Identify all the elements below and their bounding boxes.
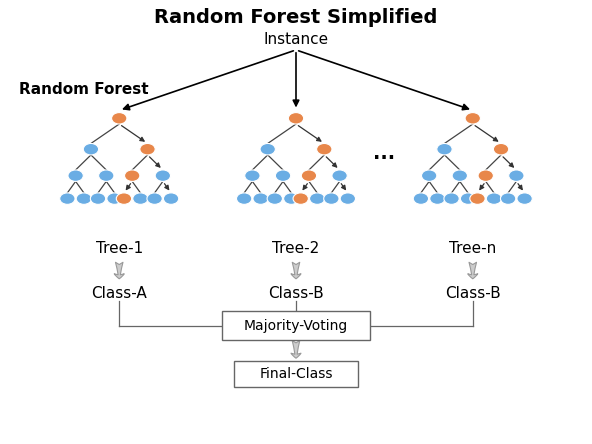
- Text: Instance: Instance: [263, 32, 329, 47]
- Circle shape: [430, 193, 445, 204]
- Circle shape: [155, 170, 170, 182]
- Circle shape: [140, 143, 155, 155]
- Circle shape: [413, 193, 429, 204]
- Circle shape: [284, 193, 299, 204]
- Circle shape: [310, 193, 325, 204]
- Circle shape: [478, 170, 493, 182]
- Circle shape: [293, 193, 308, 204]
- Circle shape: [133, 193, 148, 204]
- Circle shape: [509, 170, 524, 182]
- Circle shape: [500, 193, 516, 204]
- Text: Tree-2: Tree-2: [272, 241, 320, 256]
- Circle shape: [470, 193, 485, 204]
- Text: Class-B: Class-B: [268, 286, 324, 301]
- Text: ...: ...: [374, 144, 395, 163]
- Circle shape: [260, 143, 275, 155]
- Circle shape: [465, 113, 481, 124]
- Circle shape: [452, 170, 468, 182]
- Circle shape: [422, 170, 437, 182]
- Text: Class-A: Class-A: [91, 286, 147, 301]
- FancyBboxPatch shape: [234, 361, 358, 388]
- Circle shape: [444, 193, 459, 204]
- Circle shape: [163, 193, 179, 204]
- Circle shape: [60, 193, 75, 204]
- Text: Tree-1: Tree-1: [96, 241, 143, 256]
- Circle shape: [288, 113, 304, 124]
- Text: Tree-n: Tree-n: [449, 241, 496, 256]
- Circle shape: [253, 193, 268, 204]
- Circle shape: [267, 193, 282, 204]
- Circle shape: [99, 170, 114, 182]
- Circle shape: [147, 193, 162, 204]
- Circle shape: [340, 193, 356, 204]
- Text: Class-B: Class-B: [445, 286, 501, 301]
- Circle shape: [91, 193, 106, 204]
- Circle shape: [124, 170, 140, 182]
- Text: Final-Class: Final-Class: [259, 367, 333, 381]
- Text: Random Forest: Random Forest: [19, 82, 149, 97]
- Circle shape: [317, 143, 332, 155]
- Circle shape: [83, 143, 99, 155]
- Circle shape: [486, 193, 501, 204]
- Circle shape: [461, 193, 476, 204]
- Circle shape: [332, 170, 348, 182]
- Circle shape: [437, 143, 452, 155]
- Circle shape: [493, 143, 509, 155]
- Text: Majority-Voting: Majority-Voting: [244, 319, 348, 333]
- Circle shape: [301, 170, 317, 182]
- Circle shape: [244, 170, 260, 182]
- Text: Random Forest Simplified: Random Forest Simplified: [155, 8, 437, 27]
- Circle shape: [76, 193, 92, 204]
- Circle shape: [107, 193, 122, 204]
- FancyBboxPatch shape: [223, 311, 369, 340]
- Circle shape: [275, 170, 291, 182]
- Circle shape: [111, 113, 127, 124]
- Circle shape: [236, 193, 252, 204]
- Circle shape: [324, 193, 339, 204]
- Circle shape: [116, 193, 131, 204]
- Circle shape: [517, 193, 532, 204]
- Circle shape: [68, 170, 83, 182]
